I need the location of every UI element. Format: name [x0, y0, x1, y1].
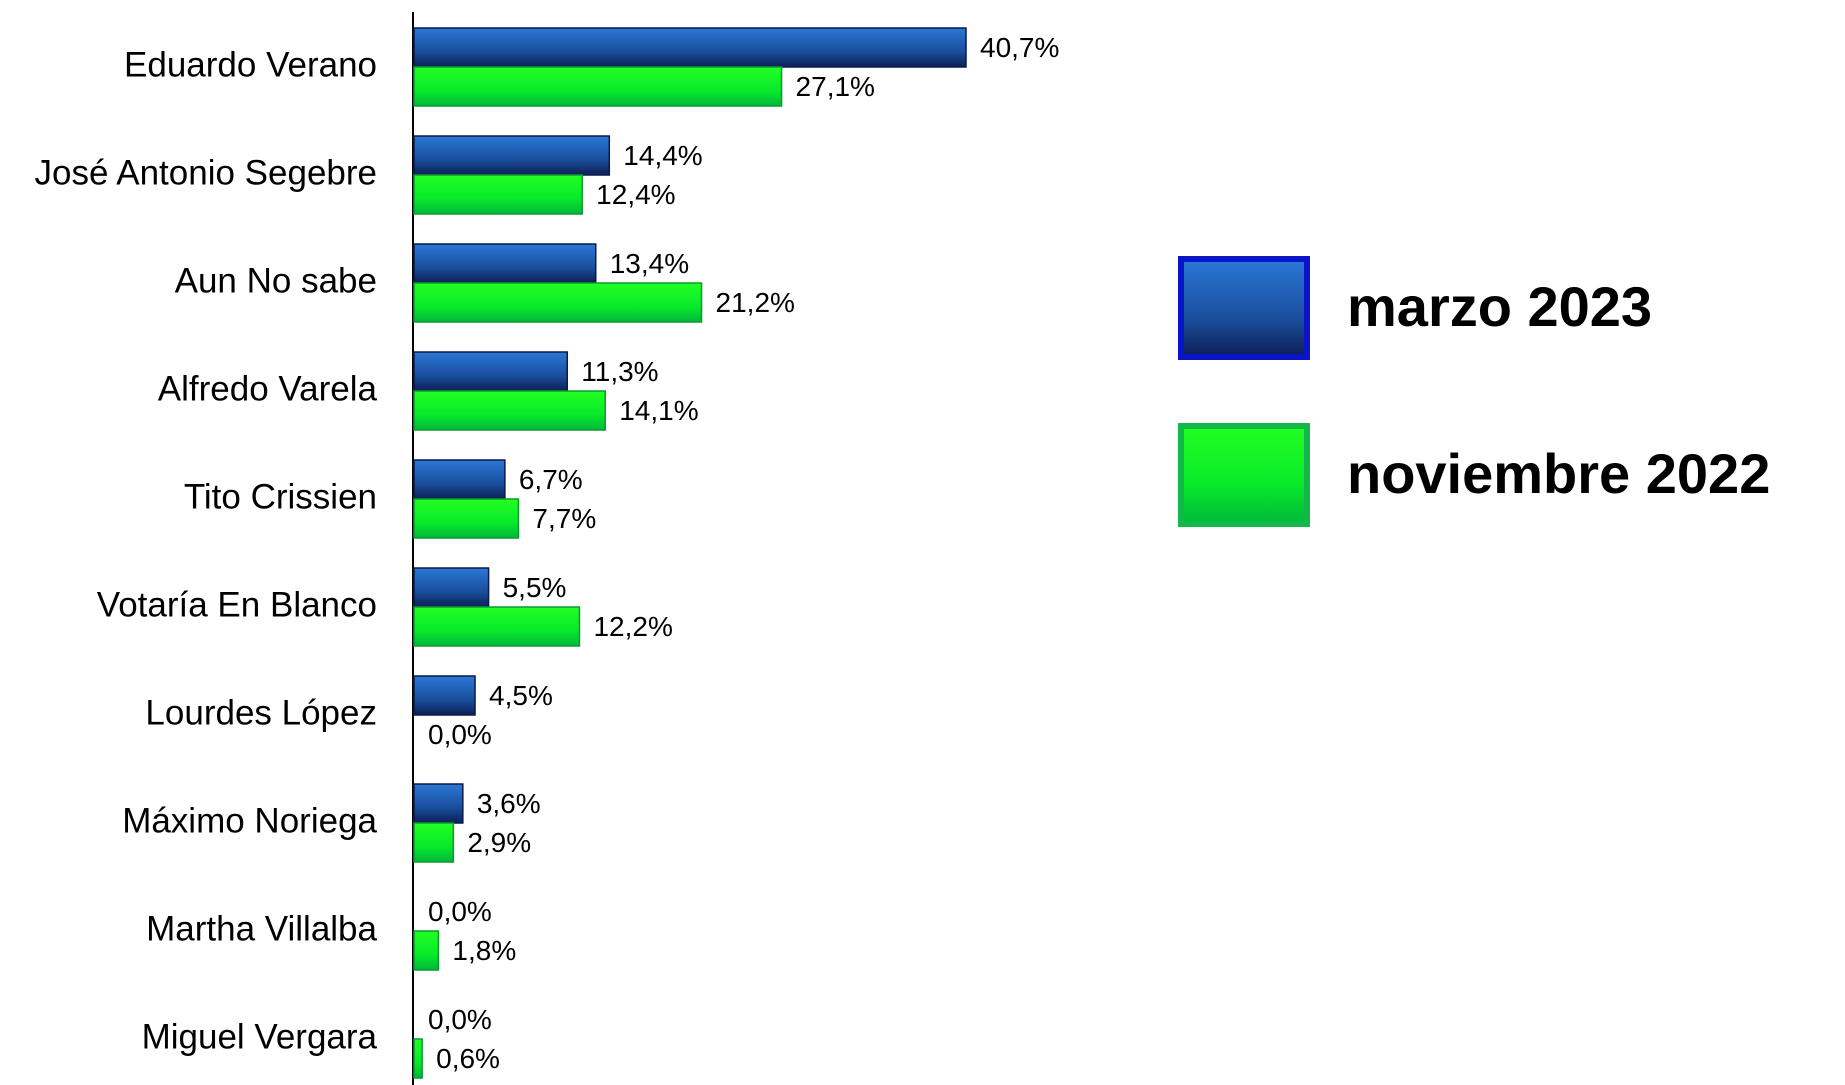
bar	[413, 822, 455, 863]
bar	[413, 1038, 423, 1079]
bar	[413, 27, 967, 68]
bar	[413, 174, 583, 215]
category-label: José Antonio Segebre	[35, 153, 377, 192]
value-label: 0,0%	[428, 719, 492, 750]
value-label: 12,4%	[596, 179, 675, 210]
value-label: 40,7%	[980, 32, 1059, 63]
value-label: 6,7%	[519, 464, 583, 495]
value-label: 1,8%	[452, 935, 516, 966]
category-label: Miguel Vergara	[142, 1017, 378, 1056]
value-label: 0,6%	[436, 1043, 500, 1074]
bar	[413, 930, 440, 971]
legend-label: noviembre 2022	[1347, 442, 1770, 505]
value-label: 0,0%	[428, 1004, 492, 1035]
bar	[413, 498, 520, 539]
category-label: Aun No sabe	[175, 261, 377, 300]
category-label: Alfredo Varela	[158, 369, 378, 408]
value-label: 0,0%	[428, 896, 492, 927]
legend-swatch	[1178, 423, 1310, 527]
value-label: 12,2%	[593, 611, 672, 642]
category-label: Martha Villalba	[146, 909, 377, 948]
category-label: Máximo Noriega	[122, 801, 377, 840]
value-label: 13,4%	[610, 248, 689, 279]
value-label: 3,6%	[477, 788, 541, 819]
value-label: 2,9%	[467, 827, 531, 858]
value-label: 7,7%	[532, 503, 596, 534]
value-label: 27,1%	[796, 71, 875, 102]
bar	[413, 567, 490, 608]
bar	[413, 459, 506, 500]
category-label: Votaría En Blanco	[97, 585, 377, 624]
bar	[413, 135, 611, 176]
bar	[413, 390, 606, 431]
bar	[413, 606, 581, 647]
category-label: Lourdes López	[145, 693, 377, 732]
bar	[413, 243, 597, 284]
value-label: 14,4%	[623, 140, 702, 171]
value-label: 4,5%	[489, 680, 553, 711]
category-label: Eduardo Verano	[124, 45, 377, 84]
value-label: 11,3%	[581, 356, 658, 387]
legend-label: marzo 2023	[1347, 275, 1652, 338]
legend-swatch	[1178, 256, 1310, 360]
bar	[413, 282, 703, 323]
bar	[413, 783, 464, 824]
value-label: 14,1%	[619, 395, 698, 426]
category-label: Tito Crissien	[184, 477, 377, 516]
bar	[413, 66, 783, 107]
bar	[413, 351, 569, 392]
bar	[413, 675, 476, 716]
value-label: 5,5%	[503, 572, 567, 603]
value-label: 21,2%	[716, 287, 795, 318]
